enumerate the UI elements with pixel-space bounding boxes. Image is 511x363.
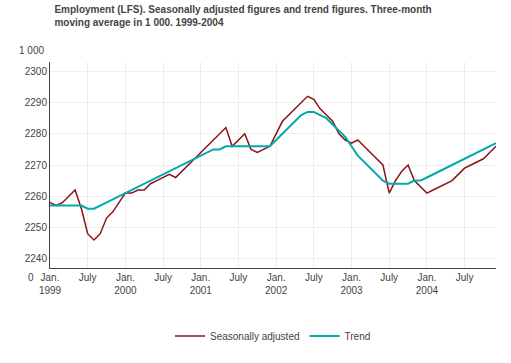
svg-text:July: July	[380, 272, 398, 283]
svg-text:July: July	[79, 272, 97, 283]
svg-text:Jan.2002: Jan.2002	[265, 272, 288, 296]
svg-text:2270: 2270	[25, 160, 48, 171]
svg-text:2280: 2280	[25, 128, 48, 139]
svg-text:Jan.2003: Jan.2003	[340, 272, 363, 296]
svg-text:Jan.2004: Jan.2004	[416, 272, 439, 296]
svg-text:July: July	[154, 272, 172, 283]
svg-text:2250: 2250	[25, 222, 48, 233]
svg-text:2300: 2300	[25, 66, 48, 77]
svg-text:Seasonally adjusted: Seasonally adjusted	[210, 331, 300, 342]
svg-text:Jan.2001: Jan.2001	[190, 272, 213, 296]
svg-text:Jan.2000: Jan.2000	[114, 272, 137, 296]
svg-text:July: July	[305, 272, 323, 283]
svg-text:Trend: Trend	[345, 331, 371, 342]
svg-text:July: July	[230, 272, 248, 283]
svg-text:July: July	[456, 272, 474, 283]
svg-text:1 000: 1 000	[19, 45, 44, 56]
svg-text:Employment (LFS). Seasonally a: Employment (LFS). Seasonally adjusted fi…	[54, 4, 431, 28]
svg-text:2290: 2290	[25, 97, 48, 108]
svg-text:2240: 2240	[25, 253, 48, 264]
svg-text:2260: 2260	[25, 191, 48, 202]
svg-text:Jan.1999: Jan.1999	[39, 272, 62, 296]
svg-text:0: 0	[28, 272, 34, 283]
